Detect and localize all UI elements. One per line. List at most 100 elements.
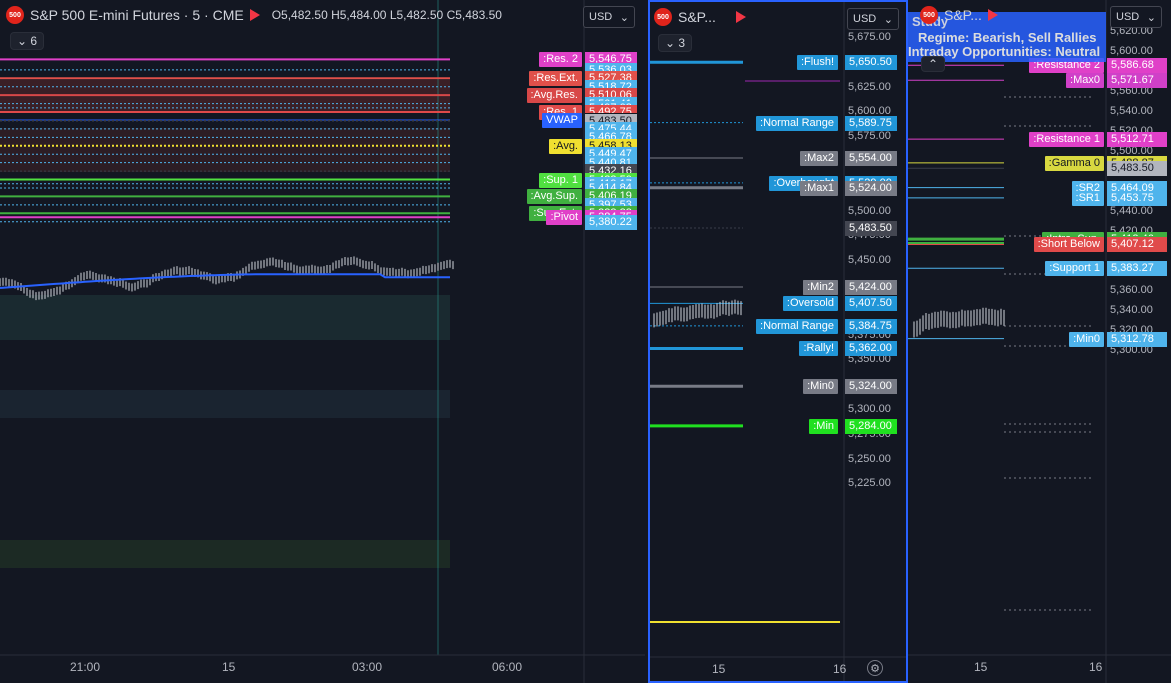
legend-collapse-button[interactable]: ⌃ xyxy=(921,56,945,72)
pane3-symbol-title[interactable]: S&P... xyxy=(944,7,982,23)
price-axis-tick: 5,450.00 xyxy=(848,254,891,266)
flag-icon[interactable] xyxy=(988,9,998,21)
chart-pane-1[interactable]: 500 S&P 500 E-mini Futures · 5 · CME O5,… xyxy=(0,0,645,683)
pane3-xaxis-tick: 15 xyxy=(974,660,987,674)
level-name-label: :Oversold xyxy=(783,296,838,311)
price-label: 5,384.75 xyxy=(845,319,897,334)
ohlc-close: C5,483.50 xyxy=(447,8,502,22)
shaded-zone xyxy=(0,128,450,172)
price-label: 5,483.50 xyxy=(845,221,897,236)
pane2-xaxis-tick: 15 xyxy=(712,662,725,676)
pane2-header: 500 S&P... xyxy=(654,8,746,26)
pane2-symbol-title[interactable]: S&P... xyxy=(678,9,716,25)
price-label: 5,407.50 xyxy=(845,296,897,311)
legend-regime: Regime: Bearish, Sell Rallies xyxy=(918,30,1096,45)
price-label: 5,324.00 xyxy=(845,379,897,394)
sp500-logo-icon: 500 xyxy=(654,8,672,26)
price-label: 5,512.71 xyxy=(1107,132,1167,147)
ohlc-high: H5,484.00 xyxy=(331,8,386,22)
level-name-label: :Min0 xyxy=(803,379,838,394)
level-name-label: :Max2 xyxy=(800,151,838,166)
pane1-xaxis-tick: 03:00 xyxy=(352,660,382,674)
pane1-xaxis-tick: 21:00 xyxy=(70,660,100,674)
sp500-logo-icon: 500 xyxy=(6,6,24,24)
level-name-label: :Avg. xyxy=(549,139,582,154)
price-axis-tick: 5,225.00 xyxy=(848,477,891,489)
level-name-label: :Min0 xyxy=(1069,332,1104,347)
level-name-label: :Avg.Res. xyxy=(527,88,583,103)
level-name-label: :Max0 xyxy=(1066,73,1104,88)
pane1-header: 500 S&P 500 E-mini Futures · 5 · CME O5,… xyxy=(6,6,502,24)
price-label: 5,383.27 xyxy=(1107,261,1167,276)
price-label: 5,589.75 xyxy=(845,116,897,131)
level-name-label: :Support 1 xyxy=(1045,261,1104,276)
price-axis-tick: 5,675.00 xyxy=(848,31,891,43)
price-axis-tick: 5,440.00 xyxy=(1110,205,1153,217)
flag-icon[interactable] xyxy=(736,11,746,23)
price-axis-tick: 5,540.00 xyxy=(1110,105,1153,117)
currency-label: USD xyxy=(1116,11,1139,23)
pane3-currency-select[interactable]: USD ⌄ xyxy=(1110,6,1162,28)
chart-pane-3[interactable]: 500 S&P... USD⌄ 5,620.005,600.005,580.00… xyxy=(908,0,1171,683)
level-name-label: :Gamma 0 xyxy=(1045,156,1104,171)
chevron-down-icon: ⌄ xyxy=(620,11,629,24)
chevron-down-icon: ⌄ xyxy=(884,13,893,26)
pane2-currency-select[interactable]: USD ⌄ xyxy=(847,8,899,30)
shaded-zone xyxy=(0,295,450,340)
pane1-currency-select[interactable]: USD ⌄ xyxy=(583,6,635,28)
price-label: 5,407.12 xyxy=(1107,237,1167,252)
pane1-xaxis-tick: 06:00 xyxy=(492,660,522,674)
shaded-zone xyxy=(0,540,450,568)
sp500-logo-icon: 500 xyxy=(920,6,938,24)
price-axis-tick: 5,300.00 xyxy=(848,403,891,415)
price-label: 5,650.50 xyxy=(845,55,897,70)
level-name-label: :Flush! xyxy=(797,55,838,70)
ohlc-open: O5,482.50 xyxy=(272,8,328,22)
level-name-label: :Short Below xyxy=(1034,237,1104,252)
price-label: 5,312.78 xyxy=(1107,332,1167,347)
collapse-count: 3 xyxy=(678,36,685,50)
price-label: 5,453.75 xyxy=(1107,191,1167,206)
price-label: 5,571.67 xyxy=(1107,73,1167,88)
currency-label: USD xyxy=(589,11,612,23)
level-name-label: :Res.Ext. xyxy=(529,71,582,86)
level-name-label: :Avg.Sup. xyxy=(527,189,583,204)
pane1-symbol-title[interactable]: S&P 500 E-mini Futures · 5 · CME xyxy=(30,7,244,23)
gear-icon[interactable]: ⚙ xyxy=(867,660,883,676)
collapse-count: 6 xyxy=(30,34,37,48)
price-label: 5,284.00 xyxy=(845,419,897,434)
price-axis-tick: 5,575.00 xyxy=(848,130,891,142)
price-axis-tick: 5,500.00 xyxy=(848,205,891,217)
level-name-label: :Normal Range xyxy=(756,116,838,131)
level-name-label: :Rally! xyxy=(799,341,838,356)
price-label: 5,554.00 xyxy=(845,151,897,166)
price-axis-tick: 5,625.00 xyxy=(848,81,891,93)
level-name-label: :Sup. 1 xyxy=(539,173,582,188)
pane2-indicators-collapse-button[interactable]: ⌄ 3 xyxy=(658,34,692,52)
pane3-header: 500 S&P... xyxy=(920,6,998,24)
price-label: 5,380.22 xyxy=(585,215,637,230)
chart-pane-2[interactable]: 500 S&P... ⌄ 3 USD ⌄ 5,675.00 5,625.00 5,60… xyxy=(648,0,908,683)
chevron-down-icon: ⌄ xyxy=(1147,11,1156,24)
price-axis-tick: 5,600.00 xyxy=(1110,45,1153,57)
level-name-label: :Min xyxy=(809,419,838,434)
price-label: 5,483.50 xyxy=(1107,161,1167,176)
level-name-label: :Max1 xyxy=(800,181,838,196)
level-name-label: :SR1 xyxy=(1072,191,1104,206)
price-axis-tick: 5,250.00 xyxy=(848,453,891,465)
price-label: 5,362.00 xyxy=(845,341,897,356)
pane1-indicators-collapse-button[interactable]: ⌄ 6 xyxy=(10,32,44,50)
level-name-label: :Min2 xyxy=(803,280,838,295)
price-label: 5,524.00 xyxy=(845,181,897,196)
price-label: 5,424.00 xyxy=(845,280,897,295)
pane1-xaxis-tick: 15 xyxy=(222,660,235,674)
level-name-label: :Normal Range xyxy=(756,319,838,334)
pane1-ohlc: O5,482.50 H5,484.00 L5,482.50 C5,483.50 xyxy=(272,8,502,22)
shaded-zone xyxy=(0,390,450,418)
level-name-label: :Res. 2 xyxy=(539,52,582,67)
level-name-label: VWAP xyxy=(542,113,582,128)
flag-icon[interactable] xyxy=(250,9,260,21)
ohlc-low: L5,482.50 xyxy=(390,8,443,22)
currency-label: USD xyxy=(853,13,876,25)
price-axis-tick: 5,360.00 xyxy=(1110,284,1153,296)
